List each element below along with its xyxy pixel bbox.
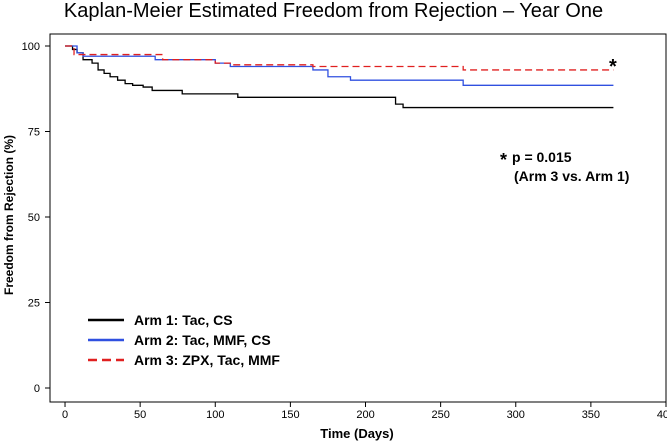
x-axis-label: Time (Days)	[320, 426, 393, 441]
legend-label-arm-1: Arm 1: Tac, CS	[134, 312, 233, 328]
plot-frame	[49, 33, 667, 403]
pvalue-line1: p = 0.015	[512, 149, 572, 165]
series-layer	[65, 45, 614, 109]
y-axis-label: Freedom from Rejection (%)	[2, 135, 16, 295]
y-tick-label: 0	[34, 383, 40, 395]
y-tick-label: 100	[22, 41, 40, 53]
y-tick-label: 75	[28, 127, 40, 139]
x-tick-label: 250	[431, 409, 449, 421]
x-tick-label: 350	[582, 409, 600, 421]
y-tick-label: 50	[28, 212, 40, 224]
x-tick-label: 300	[507, 409, 525, 421]
pvalue-star: *	[500, 150, 507, 170]
legend-label-arm-3: Arm 3: ZPX, Tac, MMF	[134, 352, 280, 368]
pvalue-line2: (Arm 3 vs. Arm 1)	[514, 168, 629, 184]
y-tick-label: 25	[28, 298, 40, 310]
km-curve-arm-1	[65, 45, 614, 109]
significance-star: *	[609, 56, 617, 78]
x-tick-label: 200	[356, 409, 374, 421]
x-tick-label: 0	[62, 409, 68, 421]
chart-title: Kaplan-Meier Estimated Freedom from Reje…	[63, 0, 604, 22]
km-curve-arm-2	[65, 45, 614, 86]
x-tick-label: 100	[206, 409, 224, 421]
x-tick-label: 50	[134, 409, 146, 421]
legend: Arm 1: Tac, CS Arm 2: Tac, MMF, CS Arm 3: …	[88, 312, 280, 368]
x-tick-label: 400	[657, 409, 667, 421]
x-tick-label: 150	[281, 409, 299, 421]
km-curve-arm-3	[65, 45, 614, 71]
x-axis-ticks: 0 50 100 150 200 250 300 350 400	[62, 402, 667, 421]
legend-label-arm-2: Arm 2: Tac, MMF, CS	[134, 332, 271, 348]
y-axis-ticks: 0 25 50 75 100	[22, 41, 50, 395]
